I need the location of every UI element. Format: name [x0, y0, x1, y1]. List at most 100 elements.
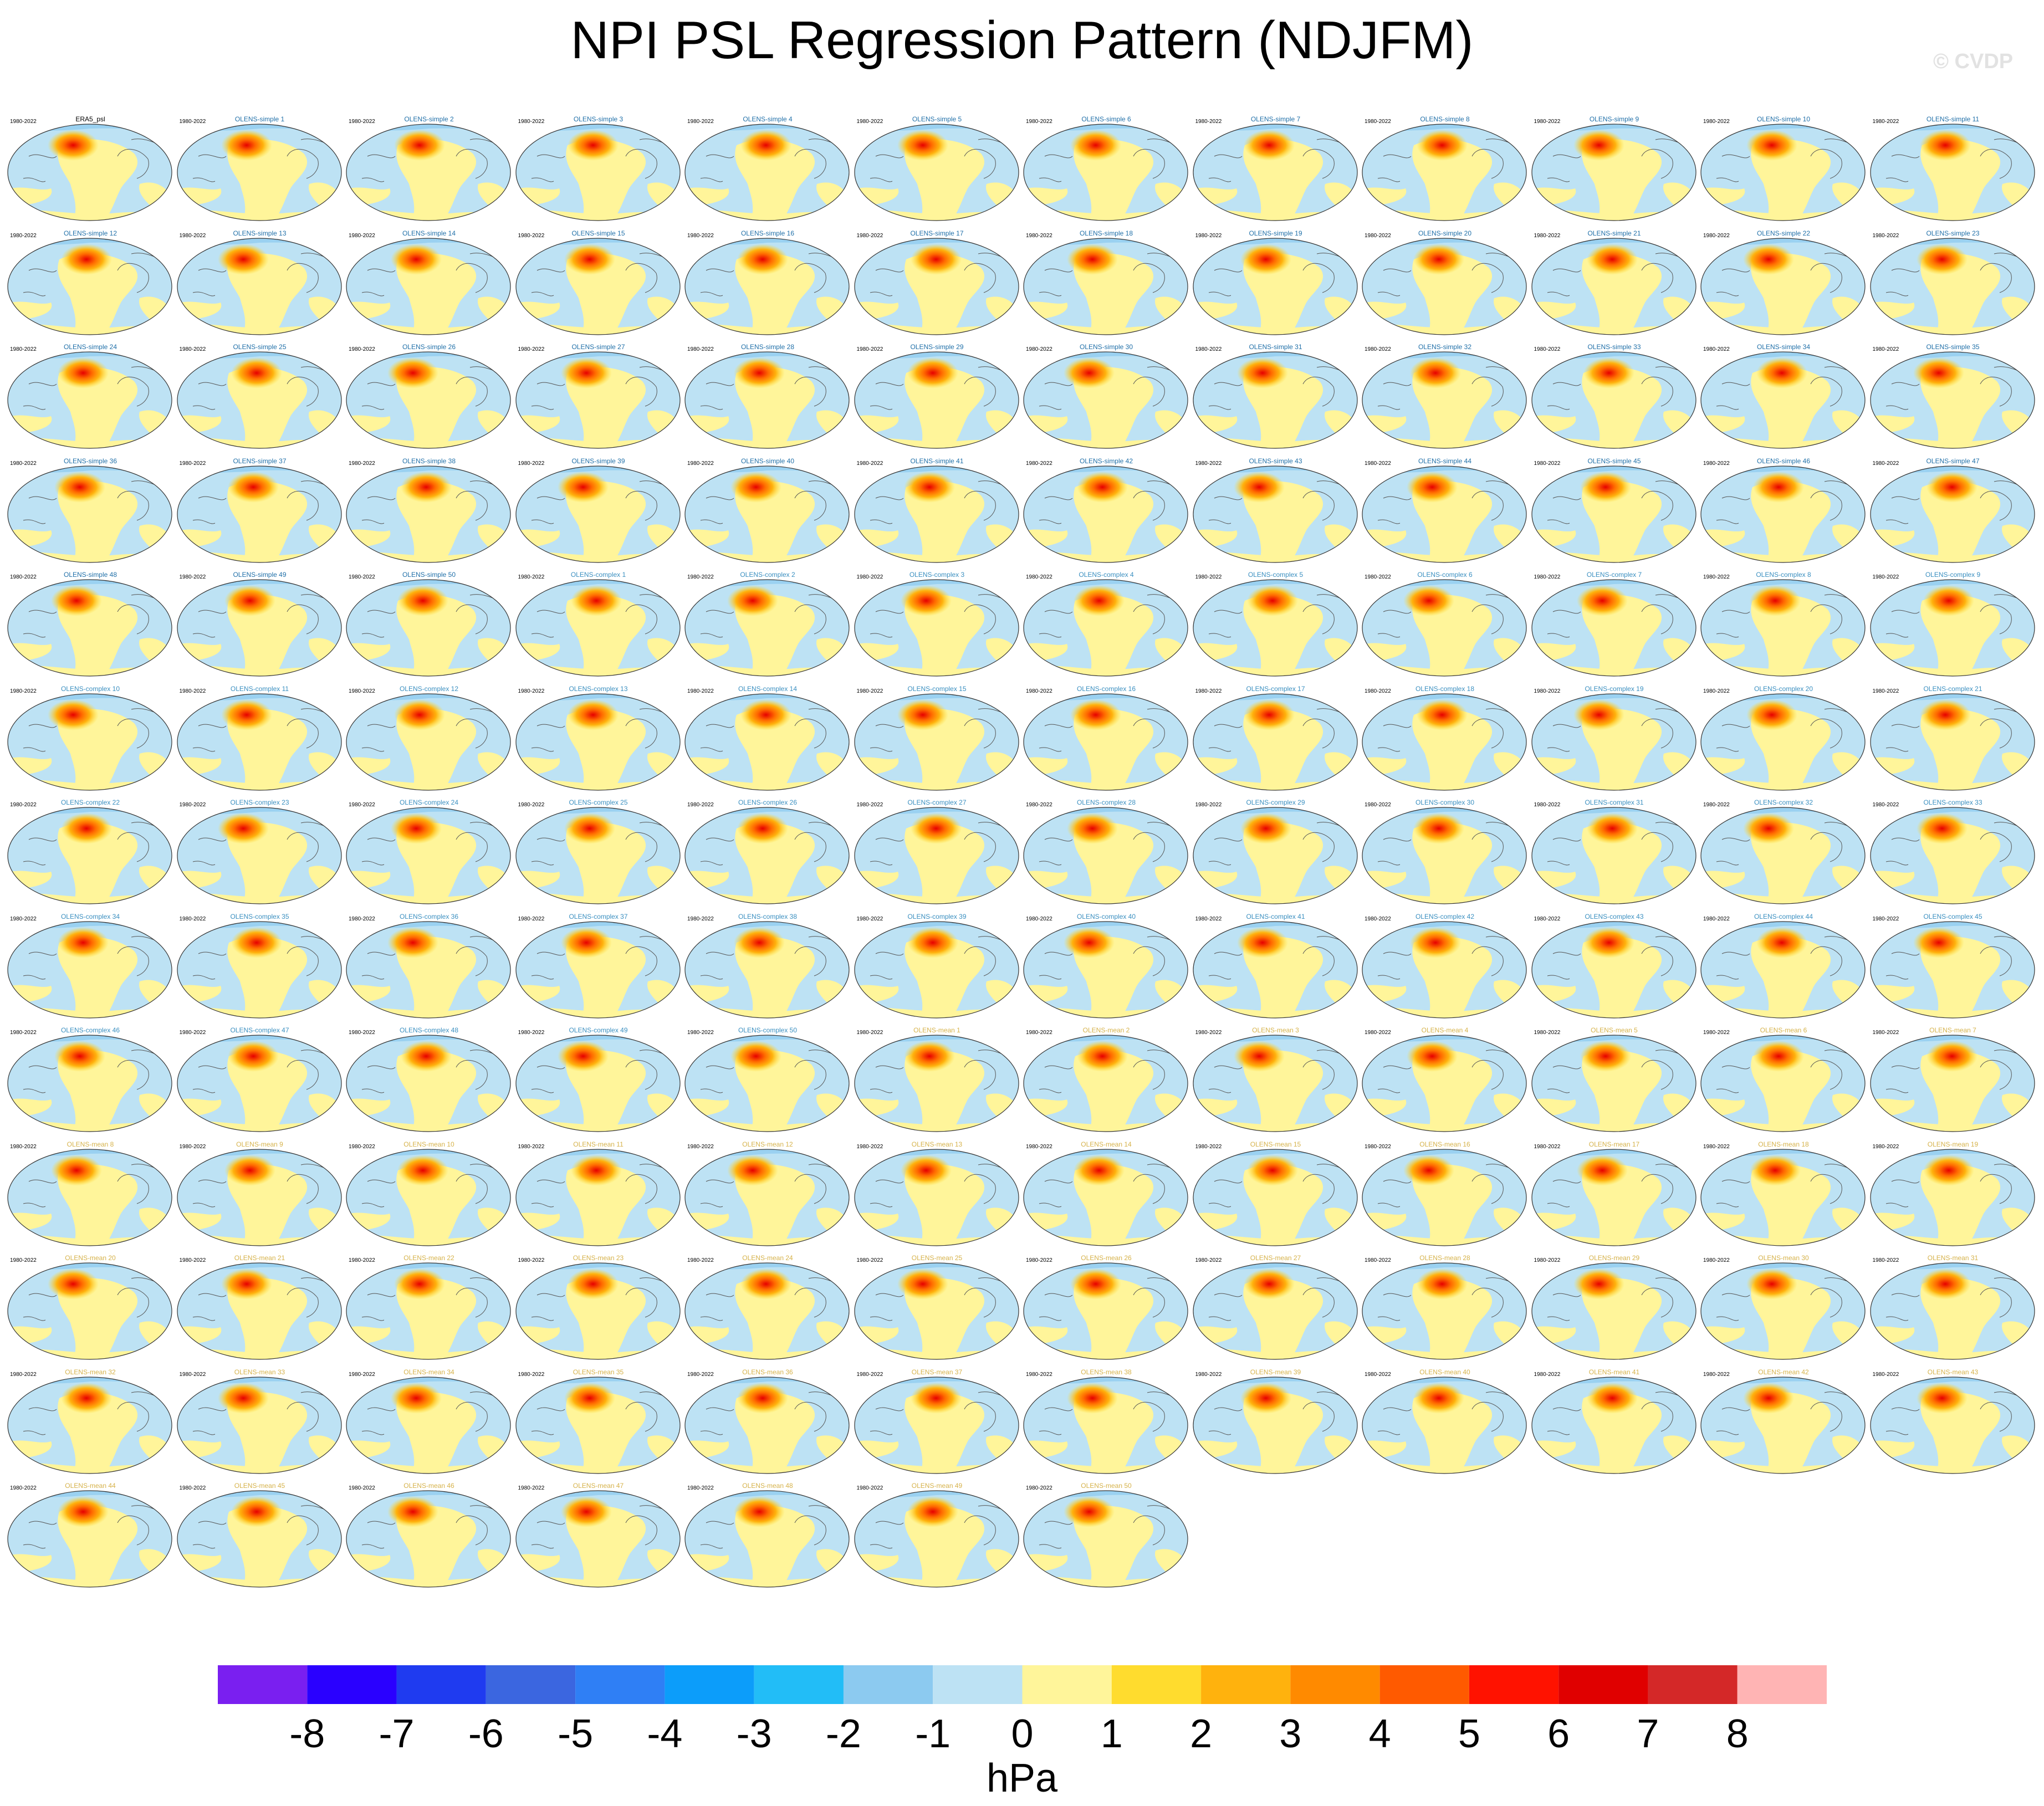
panel-map	[176, 920, 342, 1019]
panel-period: 1980-2022	[1703, 574, 1730, 580]
panel-period: 1980-2022	[1365, 574, 1391, 580]
panel-label: OLENS-simple 35	[1926, 343, 1980, 351]
panel-label: OLENS-simple 30	[1079, 343, 1133, 351]
map-panel: 1980-2022 OLENS-complex 35	[176, 913, 344, 1021]
panel-period: 1980-2022	[518, 574, 545, 580]
map-panel: 1980-2022 OLENS-simple 47	[1869, 457, 2037, 565]
map-panel: 1980-2022 OLENS-mean 17	[1531, 1140, 1698, 1249]
panel-map	[1192, 351, 1358, 449]
map-panel: 1980-2022 OLENS-mean 46	[345, 1482, 513, 1590]
panel-period: 1980-2022	[10, 119, 37, 125]
panel-label: OLENS-mean 33	[234, 1368, 285, 1376]
colorbar-swatch	[754, 1665, 844, 1704]
panel-label: OLENS-mean 9	[236, 1140, 283, 1148]
panel-period: 1980-2022	[518, 119, 545, 125]
panel-map	[1192, 920, 1358, 1019]
panel-map	[854, 1490, 1019, 1588]
panel-label: OLENS-complex 15	[907, 684, 967, 693]
panel-map	[1531, 465, 1696, 563]
map-panel: 1980-2022 OLENS-simple 39	[515, 457, 682, 565]
panel-period: 1980-2022	[687, 802, 714, 808]
panel-label: OLENS-mean 34	[403, 1368, 454, 1376]
map-panel: 1980-2022 OLENS-complex 43	[1531, 913, 1698, 1021]
panel-period: 1980-2022	[856, 688, 883, 694]
panel-period: 1980-2022	[1534, 1030, 1561, 1036]
map-panel: 1980-2022 OLENS-simple 45	[1531, 457, 1698, 565]
map-panel: 1980-2022 OLENS-simple 32	[1361, 343, 1529, 451]
panel-label: OLENS-simple 45	[1587, 457, 1641, 465]
map-panel: 1980-2022 OLENS-complex 47	[176, 1026, 344, 1134]
panel-period: 1980-2022	[1534, 346, 1561, 352]
panel-map	[346, 1262, 511, 1360]
panel-label: OLENS-complex 46	[60, 1026, 120, 1034]
map-panel: 1980-2022 OLENS-complex 22	[7, 799, 174, 907]
map-panel: 1980-2022 OLENS-mean 19	[1869, 1140, 2037, 1249]
panel-label: OLENS-simple 7	[1250, 115, 1301, 123]
panel-period: 1980-2022	[1195, 119, 1222, 125]
panel-period: 1980-2022	[179, 1030, 206, 1036]
panel-map	[7, 807, 172, 904]
map-panel: 1980-2022 OLENS-simple 20	[1361, 229, 1529, 337]
panel-period: 1980-2022	[518, 232, 545, 239]
panel-label: OLENS-complex 49	[569, 1026, 628, 1034]
panel-period: 1980-2022	[1534, 460, 1561, 467]
panel-map	[854, 1148, 1019, 1246]
panel-map	[1869, 237, 2035, 335]
panel-label: OLENS-mean 23	[573, 1254, 624, 1262]
panel-map	[7, 1376, 172, 1474]
panel-period: 1980-2022	[1365, 1371, 1391, 1378]
map-panel: 1980-2022 OLENS-mean 12	[684, 1140, 851, 1249]
map-panel: 1980-2022 OLENS-simple 6	[1023, 115, 1190, 223]
map-panel: 1980-2022 OLENS-complex 45	[1869, 913, 2037, 1021]
map-panel: 1980-2022 OLENS-mean 18	[1700, 1140, 1867, 1249]
panel-label: OLENS-simple 39	[571, 457, 625, 465]
panel-period: 1980-2022	[179, 1257, 206, 1263]
map-panel: 1980-2022 OLENS-complex 4	[1023, 571, 1190, 679]
map-panel: 1980-2022 OLENS-simple 14	[345, 229, 513, 337]
panel-map	[176, 1376, 342, 1474]
panel-label: OLENS-simple 22	[1756, 229, 1811, 237]
panel-label: OLENS-mean 3	[1252, 1026, 1299, 1034]
panel-period: 1980-2022	[1195, 460, 1222, 467]
map-panel: 1980-2022 OLENS-simple 10	[1700, 115, 1867, 223]
panel-map	[176, 124, 342, 221]
panel-period: 1980-2022	[1872, 232, 1899, 239]
panel-label: OLENS-simple 2	[404, 115, 454, 123]
panel-label: OLENS-simple 3	[573, 115, 624, 123]
map-panel: 1980-2022 OLENS-mean 4	[1361, 1026, 1529, 1134]
panel-label: OLENS-mean 5	[1591, 1026, 1638, 1034]
map-panel: 1980-2022 OLENS-simple 31	[1192, 343, 1360, 451]
colorbar-tick-label: 3	[1279, 1712, 1302, 1756]
panel-period: 1980-2022	[1365, 1030, 1391, 1036]
panel-period: 1980-2022	[1872, 460, 1899, 467]
panel-period: 1980-2022	[1195, 915, 1222, 922]
panel-label: OLENS-simple 34	[1756, 343, 1811, 351]
panel-map	[1362, 465, 1527, 563]
map-panel: 1980-2022 OLENS-simple 4	[684, 115, 851, 223]
panel-label: OLENS-complex 44	[1754, 912, 1813, 920]
colorbar-swatch	[1111, 1665, 1202, 1704]
map-panel: 1980-2022 OLENS-simple 11	[1869, 115, 2037, 223]
panel-map	[515, 807, 681, 904]
panel-map	[1023, 237, 1188, 335]
panel-map	[515, 1148, 681, 1246]
panel-period: 1980-2022	[856, 915, 883, 922]
panel-map	[1531, 351, 1696, 449]
panel-map	[1700, 351, 1866, 449]
panel-map	[7, 465, 172, 563]
panel-period: 1980-2022	[349, 915, 375, 922]
panel-period: 1980-2022	[349, 802, 375, 808]
map-panel: 1980-2022 OLENS-complex 26	[684, 799, 851, 907]
panel-map	[684, 1262, 850, 1360]
panel-period: 1980-2022	[1026, 574, 1052, 580]
panel-period: 1980-2022	[1365, 1143, 1391, 1150]
panel-map	[1362, 1376, 1527, 1474]
panel-period: 1980-2022	[1365, 688, 1391, 694]
panel-label: OLENS-mean 1	[913, 1026, 960, 1034]
map-panel: 1980-2022 OLENS-complex 32	[1700, 799, 1867, 907]
panel-map	[1192, 1262, 1358, 1360]
panel-period: 1980-2022	[687, 574, 714, 580]
panel-map	[1869, 351, 2035, 449]
panel-map	[1023, 1262, 1188, 1360]
map-panel: 1980-2022 OLENS-complex 6	[1361, 571, 1529, 679]
